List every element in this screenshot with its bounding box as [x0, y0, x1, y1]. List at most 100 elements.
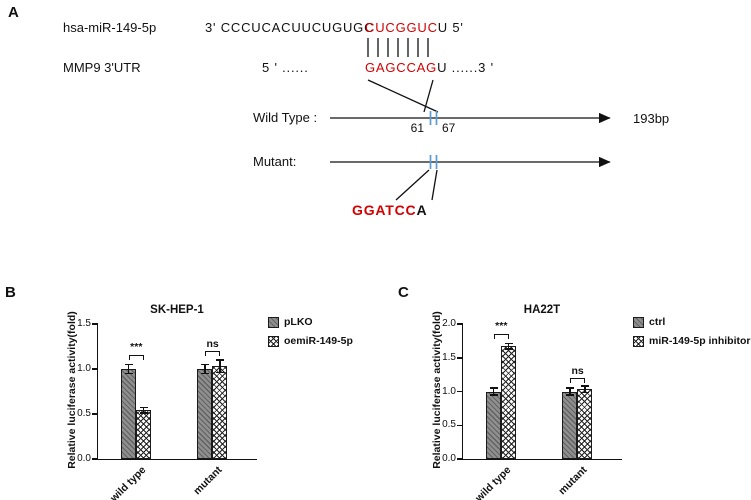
error-bar-cap	[504, 348, 513, 350]
legend-label: pLKO	[284, 316, 313, 328]
seq2-prefix: 5 ' ......	[262, 60, 309, 75]
bar-wild-type-miR-149-5p-inhibitor	[501, 346, 517, 459]
y-tick-label: 1.5	[442, 351, 456, 363]
bar-wild-type-oemiR-149-5p	[136, 410, 152, 459]
y-tick-label: 0.5	[77, 408, 91, 419]
legend-label: miR-149-5p inhibitor	[649, 335, 751, 347]
bar-mutant-oemiR-149-5p	[212, 366, 228, 459]
error-bar-cap	[489, 387, 498, 389]
error-bar	[219, 360, 221, 373]
x-category-label: mutant	[556, 464, 590, 498]
x-category-label: wild type	[108, 464, 149, 500]
chart-ha22t: HA22T Relative luciferase activity(fold)…	[423, 298, 751, 500]
y-tick-label: 2.0	[442, 318, 456, 329]
mutant-site: GGATCC	[352, 202, 417, 218]
y-tick-label: 0.0	[442, 453, 456, 464]
legend-swatch-pLKO	[268, 316, 279, 328]
legend-swatch-oemiR-149-5p	[268, 335, 279, 347]
y-tick-label: 1.0	[77, 363, 91, 374]
y-tick-mark	[92, 323, 98, 325]
legend-item: oemiR-149-5p	[268, 335, 353, 347]
mutant-sequence: GGATCCA	[352, 202, 427, 218]
plot-area: 0.0 0.5 1.0 1.5 2.0 wild type *** mutant ns	[442, 318, 622, 500]
y-tick-label: 0.5	[442, 419, 456, 431]
y-tick-mark	[92, 368, 98, 370]
error-bar	[128, 364, 130, 374]
error-bar	[143, 407, 145, 414]
y-tick-mark	[457, 458, 463, 460]
error-bar-cap	[215, 359, 224, 361]
base-pairing-lines	[367, 38, 429, 57]
x-category-label: mutant	[191, 464, 225, 498]
legend: pLKO oemiR-149-5p	[268, 316, 353, 354]
significance-bracket	[569, 378, 585, 383]
panel-a: A hsa-miR-149-5p 3' CCCUCACUUCUGUGCCUCGG…	[8, 4, 670, 218]
mutant-mapping-lines	[395, 169, 438, 201]
legend-label: ctrl	[649, 316, 666, 328]
bar-wild-type-ctrl	[486, 391, 502, 459]
mirna-name: hsa-miR-149-5p	[63, 20, 157, 35]
significance-bracket	[204, 351, 220, 356]
y-tick-mark	[92, 413, 98, 415]
wild-type-site-ticks	[429, 111, 438, 125]
y-tick-label: 1.0	[442, 385, 456, 397]
site-end-position: 67	[442, 121, 456, 135]
chart-title: HA22T	[523, 304, 561, 316]
mutant-site-ticks	[429, 155, 438, 169]
error-bar-cap	[489, 394, 498, 396]
panel-b-label: B	[5, 284, 16, 301]
y-tick-mark	[457, 424, 463, 426]
legend-item: pLKO	[268, 316, 353, 328]
error-bar	[569, 388, 571, 395]
chart-title: SK-HEP-1	[150, 304, 204, 316]
mutant-site-suffix: A	[416, 202, 428, 218]
error-bar-cap	[215, 371, 224, 374]
error-bar-cap	[580, 385, 589, 387]
utr-name: MMP9 3'UTR	[63, 60, 141, 75]
legend-item: ctrl	[633, 316, 751, 328]
y-tick-label: 0.0	[77, 453, 91, 464]
error-bar-cap	[504, 342, 513, 345]
error-bar-cap	[565, 394, 574, 396]
legend: ctrl miR-149-5p inhibitor	[633, 316, 751, 354]
x-category-label: wild type	[473, 464, 514, 500]
wild-type-label: Wild Type :	[253, 110, 318, 125]
error-bar-cap	[139, 412, 148, 414]
legend-swatch-ctrl	[633, 316, 644, 328]
fragment-length-label: 193bp	[633, 111, 670, 126]
y-tick-mark	[457, 390, 463, 393]
mutant-label: Mutant:	[253, 154, 297, 169]
seq1-binding-site: CUCGGUC	[365, 20, 438, 35]
error-bar-cap	[200, 372, 209, 375]
error-bar-cap	[565, 387, 574, 389]
error-bar	[508, 343, 510, 349]
error-bar-cap	[124, 372, 133, 375]
error-bar	[493, 388, 495, 395]
chart-sk-hep-1: SK-HEP-1 Relative luciferase activity(fo…	[58, 298, 388, 500]
error-bar	[204, 364, 206, 374]
seq1-suffix: U 5'	[437, 20, 464, 35]
significance-label: ns	[571, 365, 584, 377]
mirna-sequence: 3' CCCUCACUUCUGUGCCUCGGUCU 5'	[205, 20, 464, 35]
y-tick-mark	[457, 323, 463, 325]
seq2-suffix: U ......3 '	[437, 60, 494, 75]
seq2-binding-site: GAGCCAG	[365, 60, 438, 75]
site-mapping-lines	[367, 79, 439, 113]
legend-item: miR-149-5p inhibitor	[633, 335, 751, 347]
utr-sequence: 5 ' ...... GAGCCAGU ......3 '	[262, 60, 494, 75]
significance-label: ***	[130, 340, 143, 353]
bar-mutant-miR-149-5p-inhibitor	[577, 389, 593, 459]
legend-label: oemiR-149-5p	[284, 335, 353, 347]
error-bar-cap	[139, 407, 148, 409]
y-axis-label: Relative luciferase activity(fold)	[65, 310, 78, 469]
significance-bracket	[128, 354, 144, 360]
panel-a-label: A	[8, 4, 19, 21]
plot-area: 0.0 0.5 1.0 1.5 wild type *** mutant ns	[77, 318, 257, 500]
error-bar	[584, 386, 586, 393]
bar-mutant-pLKO	[197, 369, 213, 459]
significance-bracket	[493, 334, 509, 340]
bar-mutant-ctrl	[562, 391, 578, 459]
significance-label: ns	[206, 338, 219, 350]
y-tick-mark	[457, 357, 463, 359]
